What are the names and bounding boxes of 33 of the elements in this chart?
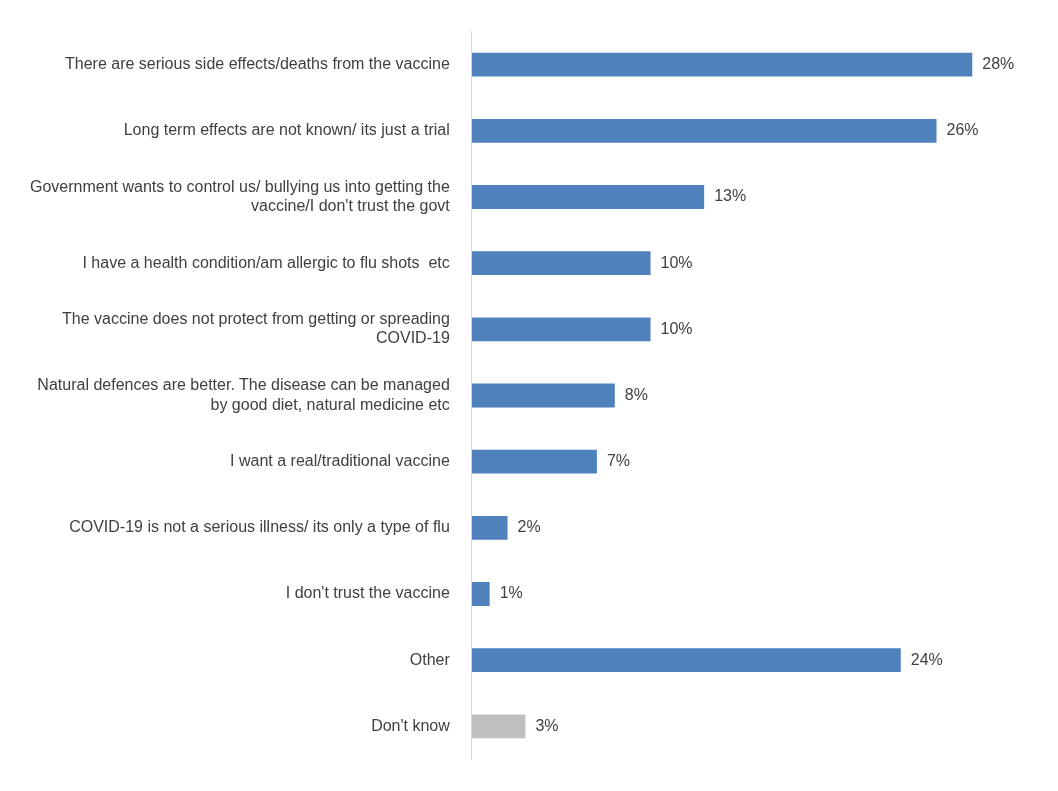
y-tick-label: There are serious side effects/deaths from the vaccine	[64, 55, 450, 73]
y-tick-label: Natural defences are better. The disease can be managed by good diet, natural medicine etc	[37, 376, 450, 413]
y-tick-label: Long term effects are not known/ its just a trial	[123, 121, 450, 139]
bar	[471, 118, 937, 143]
y-tick-label: I have a health condition/am allergic to flu shots etc	[82, 253, 450, 271]
bar	[471, 582, 490, 606]
bar	[471, 251, 651, 276]
y-tick-label: I want a real/traditional vaccine	[230, 452, 450, 470]
data-label: 26%	[946, 121, 979, 139]
data-label: 8%	[624, 385, 648, 403]
data-label: 10%	[660, 253, 693, 271]
data-label: 10%	[660, 319, 693, 337]
data-label: 24%	[910, 650, 943, 668]
data-label: 3%	[535, 716, 559, 734]
y-tick-label: Don't know	[371, 716, 451, 734]
y-tick-label: Other	[409, 650, 451, 668]
bar	[471, 449, 597, 474]
bar	[471, 383, 615, 408]
data-label: 7%	[606, 452, 631, 470]
y-tick-label: Government wants to control us/ bullying us into getting the vaccine/I don't trust the govt	[29, 177, 451, 215]
data-label: 1%	[499, 584, 523, 602]
bar	[471, 317, 651, 342]
data-label: 28%	[982, 55, 1015, 73]
data-label: 2%	[517, 518, 541, 536]
y-tick-label: I don't trust the vaccine	[285, 584, 450, 602]
bar	[471, 648, 901, 673]
y-tick-label: COVID-19 is not a serious illness/ its only a type of flu	[69, 518, 450, 536]
data-label: 13%	[714, 187, 747, 205]
bar	[471, 714, 526, 739]
y-tick-label: The vaccine does not protect from getting or spreading COVID-19	[62, 310, 450, 347]
bar	[471, 52, 973, 77]
bar	[471, 185, 705, 209]
bar	[471, 515, 508, 540]
